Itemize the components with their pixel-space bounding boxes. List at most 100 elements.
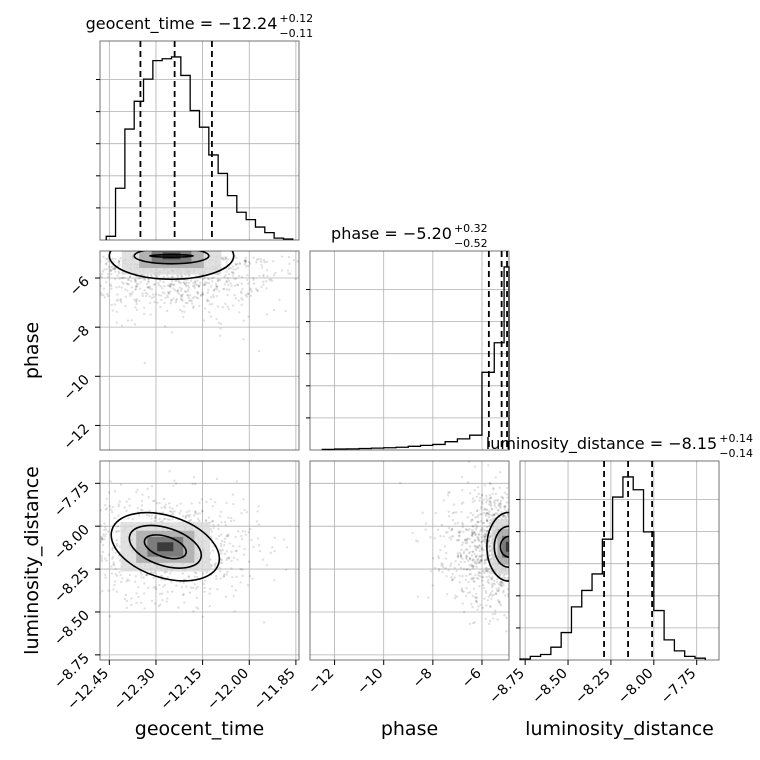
sample-point [500, 585, 503, 588]
sample-point [124, 593, 127, 597]
sample-point [123, 276, 126, 280]
sample-point [251, 276, 255, 280]
sample-point [118, 500, 122, 503]
sample-point [460, 475, 464, 479]
sample-point [234, 297, 238, 300]
density-cell [157, 542, 174, 552]
sample-point [485, 566, 488, 570]
sample-point [244, 259, 248, 263]
sample-point [488, 510, 491, 513]
sample-point [215, 285, 219, 289]
sample-point [181, 299, 184, 302]
sample-point [265, 279, 268, 283]
sample-point [128, 275, 132, 278]
sample-point [465, 586, 468, 590]
sample-point [128, 275, 132, 278]
sample-point [120, 580, 123, 584]
sample-point [490, 507, 494, 511]
sample-point [189, 586, 193, 589]
sample-point [141, 294, 144, 298]
sample-point [126, 278, 130, 281]
sample-point [226, 293, 229, 297]
sample-point [243, 508, 246, 512]
sample-point [193, 295, 196, 298]
sample-point [196, 283, 199, 287]
sample-point [485, 568, 488, 572]
sample-point [465, 528, 468, 531]
sample-point [472, 580, 475, 583]
sample-point [463, 538, 467, 541]
contours [110, 511, 221, 582]
sample-point [462, 568, 466, 571]
sample-point [458, 574, 461, 577]
sample-point [492, 501, 496, 504]
density-blocks [121, 251, 222, 275]
sample-point [485, 508, 488, 511]
sample-point [415, 539, 418, 542]
sample-point [107, 272, 110, 276]
sample-point [126, 289, 129, 292]
sample-point [133, 323, 137, 326]
sample-point [227, 556, 231, 560]
sample-point [150, 599, 154, 603]
sample-point [68, 521, 70, 523]
sample-point [153, 283, 156, 286]
sample-point [152, 576, 155, 580]
sample-point [104, 533, 108, 536]
sample-point [468, 557, 472, 560]
sample-point [180, 294, 183, 297]
sample-point [484, 532, 487, 535]
sample-point [494, 492, 498, 496]
sample-point [55, 288, 57, 290]
sample-point [117, 505, 121, 508]
sample-point [242, 319, 246, 322]
sample-point [300, 257, 302, 259]
sample-point [152, 586, 156, 589]
sample-point [150, 288, 154, 291]
sample-point [224, 274, 227, 277]
sample-point [450, 535, 454, 538]
x-axis-label-luminosity_distance: luminosity_distance [525, 718, 714, 740]
sample-point [50, 282, 52, 284]
sample-point [480, 548, 484, 551]
sample-point [131, 517, 134, 521]
sample-point [153, 499, 156, 503]
sample-point [285, 546, 289, 549]
sample-point [185, 281, 188, 284]
sample-point [110, 557, 114, 560]
sample-point [206, 299, 209, 303]
sample-point [464, 541, 467, 544]
sample-point [470, 554, 474, 557]
sample-point [119, 483, 123, 486]
sample-point [166, 518, 170, 521]
sample-point [76, 265, 78, 267]
sample-point [451, 572, 454, 576]
sample-point [211, 549, 214, 552]
sample-point [186, 301, 189, 305]
sample-point [288, 262, 291, 266]
sample-point [502, 515, 505, 519]
sample-point [193, 583, 196, 586]
sample-point [88, 545, 90, 547]
sample-point [186, 284, 190, 287]
sample-point [485, 525, 489, 529]
sample-point [462, 530, 465, 534]
sample-point [477, 492, 481, 496]
sample-point [249, 294, 253, 298]
histogram-luminosity_distance [519, 476, 706, 660]
sample-point [172, 287, 175, 290]
sample-point [67, 559, 69, 561]
sample-point [221, 305, 224, 309]
sample-point [219, 577, 222, 580]
sample-point [196, 292, 200, 295]
sample-point [135, 491, 138, 494]
sample-point [329, 259, 331, 261]
sample-point [255, 261, 258, 264]
sample-point [492, 593, 496, 596]
sample-point [502, 589, 505, 593]
sample-point [168, 292, 171, 295]
sample-point [262, 621, 266, 624]
sample-point [234, 263, 238, 267]
sample-point [259, 258, 263, 261]
sample-point [85, 541, 87, 543]
